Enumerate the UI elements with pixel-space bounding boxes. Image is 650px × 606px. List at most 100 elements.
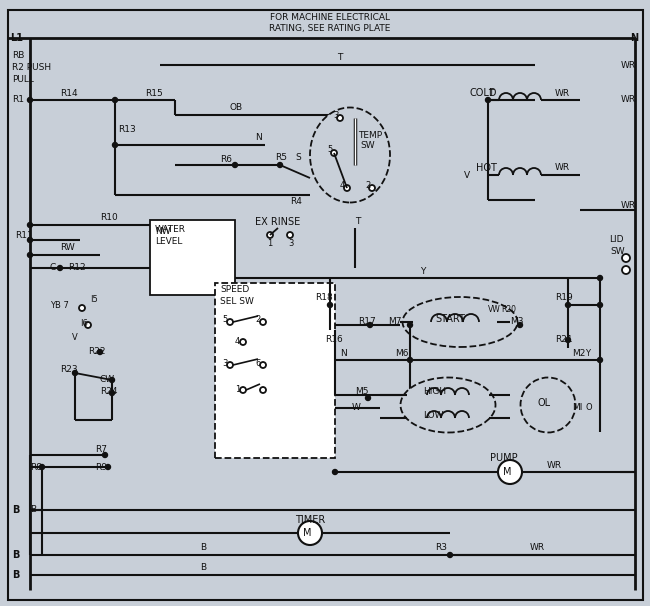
- Text: WR: WR: [621, 201, 636, 210]
- Text: M3: M3: [510, 318, 523, 327]
- Ellipse shape: [310, 107, 390, 202]
- Text: Y: Y: [420, 267, 425, 276]
- Text: V: V: [72, 333, 78, 342]
- Circle shape: [298, 521, 322, 545]
- Text: 2: 2: [365, 181, 370, 190]
- Circle shape: [227, 362, 233, 368]
- Text: PULL: PULL: [12, 75, 34, 84]
- Circle shape: [517, 322, 523, 327]
- Bar: [215, 283, 335, 458]
- Text: V: V: [464, 170, 470, 179]
- Circle shape: [240, 339, 246, 345]
- Circle shape: [566, 302, 571, 307]
- Text: OL: OL: [537, 398, 550, 408]
- Text: 5: 5: [327, 145, 332, 155]
- Circle shape: [240, 387, 246, 393]
- Text: FOR MACHINE ELECTRICAL: FOR MACHINE ELECTRICAL: [270, 13, 390, 22]
- Circle shape: [85, 322, 91, 328]
- Circle shape: [79, 305, 85, 311]
- Text: I5: I5: [90, 296, 97, 304]
- Bar: [150, 220, 235, 295]
- Text: SW: SW: [610, 247, 625, 256]
- Text: R2 PUSH: R2 PUSH: [12, 64, 51, 73]
- Text: B: B: [12, 505, 20, 515]
- Circle shape: [622, 266, 630, 274]
- Text: M: M: [502, 467, 512, 477]
- Text: R13: R13: [118, 125, 136, 135]
- Text: R11: R11: [15, 230, 32, 239]
- Text: R14: R14: [60, 88, 77, 98]
- Circle shape: [622, 254, 630, 262]
- Text: M6: M6: [395, 348, 408, 358]
- Circle shape: [566, 338, 571, 342]
- Circle shape: [331, 150, 337, 156]
- Text: R9: R9: [95, 462, 107, 471]
- Text: C: C: [50, 264, 57, 273]
- Circle shape: [597, 276, 603, 281]
- Circle shape: [233, 162, 237, 167]
- Text: SEL SW: SEL SW: [220, 296, 254, 305]
- Text: HOT: HOT: [476, 163, 497, 173]
- Circle shape: [27, 98, 32, 102]
- Text: 1: 1: [235, 385, 240, 395]
- Text: R6: R6: [220, 156, 232, 164]
- Text: R4: R4: [290, 198, 302, 207]
- Text: S: S: [295, 153, 301, 162]
- Circle shape: [337, 115, 343, 121]
- Text: 5: 5: [222, 316, 227, 324]
- Text: B: B: [200, 564, 206, 573]
- Text: 3: 3: [333, 110, 339, 119]
- Circle shape: [105, 465, 110, 470]
- Text: T: T: [355, 218, 360, 227]
- Text: B: B: [12, 550, 20, 560]
- Circle shape: [365, 396, 370, 401]
- Text: R16: R16: [325, 336, 343, 344]
- Text: Y: Y: [585, 348, 590, 358]
- Text: M7: M7: [388, 318, 402, 327]
- Circle shape: [109, 378, 114, 382]
- Text: 3: 3: [222, 359, 227, 367]
- Circle shape: [260, 387, 266, 393]
- Text: R10: R10: [100, 213, 118, 222]
- Text: R7: R7: [95, 445, 107, 454]
- Text: SPEED: SPEED: [220, 285, 249, 295]
- Circle shape: [27, 238, 32, 242]
- Text: B: B: [200, 544, 206, 553]
- Circle shape: [260, 362, 266, 368]
- Text: R21: R21: [555, 336, 573, 344]
- Text: L1: L1: [10, 33, 23, 43]
- Text: R23: R23: [60, 365, 77, 375]
- Text: O: O: [585, 404, 592, 413]
- Circle shape: [328, 302, 333, 307]
- Text: R22: R22: [88, 347, 105, 356]
- Text: HIGH: HIGH: [423, 387, 446, 396]
- Circle shape: [408, 322, 413, 327]
- Circle shape: [73, 370, 77, 376]
- Text: B: B: [12, 570, 20, 580]
- Circle shape: [597, 358, 603, 362]
- Text: WR: WR: [621, 61, 636, 70]
- Circle shape: [367, 322, 372, 327]
- Text: 4: 4: [235, 338, 240, 347]
- Circle shape: [27, 253, 32, 258]
- Circle shape: [98, 350, 103, 355]
- Text: R1: R1: [12, 96, 24, 104]
- Text: 1: 1: [267, 239, 272, 248]
- Ellipse shape: [402, 297, 517, 347]
- Text: WR: WR: [555, 164, 570, 173]
- Text: M2: M2: [572, 348, 586, 358]
- Circle shape: [447, 553, 452, 558]
- Text: R12: R12: [68, 264, 86, 273]
- Text: W: W: [352, 404, 361, 413]
- Text: WR: WR: [621, 96, 636, 104]
- Circle shape: [408, 358, 413, 362]
- Text: M: M: [303, 528, 311, 538]
- Text: R18: R18: [315, 293, 333, 302]
- Text: LEVEL: LEVEL: [155, 238, 183, 247]
- Circle shape: [40, 465, 44, 470]
- Circle shape: [260, 319, 266, 325]
- Text: N: N: [630, 33, 638, 43]
- Text: R17: R17: [358, 318, 376, 327]
- Text: NW: NW: [155, 227, 170, 236]
- Text: WR: WR: [547, 461, 562, 470]
